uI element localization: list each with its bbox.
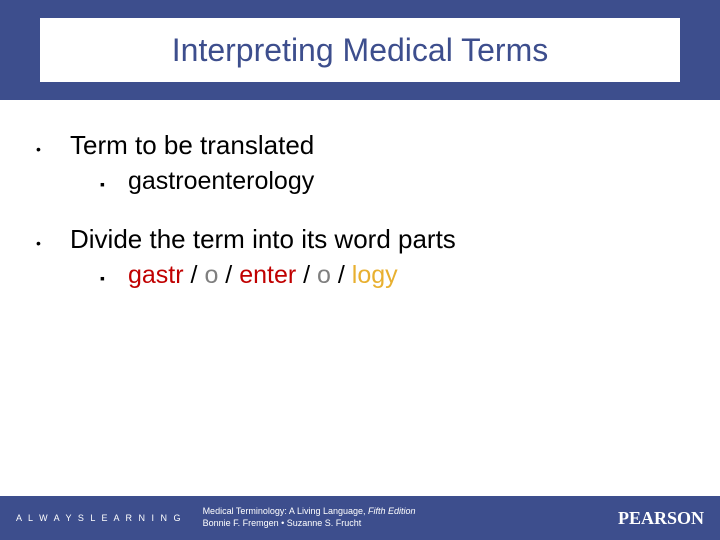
bullet-1-text: Term to be translated	[70, 130, 314, 161]
bullet-2: • Divide the term into its word parts	[36, 224, 686, 255]
wp-cv-1: o	[204, 261, 218, 289]
bullet-marker: •	[36, 235, 70, 251]
bullet-marker: •	[36, 141, 70, 157]
footer-citation: Medical Terminology: A Living Language, …	[203, 506, 618, 529]
title-band: Interpreting Medical Terms	[0, 0, 720, 100]
sub-marker: ▪	[100, 270, 128, 286]
footer-book-title: Medical Terminology: A Living Language,	[203, 506, 368, 516]
footer-edition: Fifth Edition	[368, 506, 416, 516]
wp-sep: /	[218, 261, 239, 289]
publisher-logo: PEARSON	[618, 508, 704, 529]
bullet-1-sub-text: gastroenterology	[128, 167, 314, 196]
footer-authors: Bonnie F. Fremgen • Suzanne S. Frucht	[203, 518, 362, 528]
sub-marker: ▪	[100, 176, 128, 192]
wp-suffix: logy	[352, 261, 398, 289]
footer-left-tagline: A L W A Y S L E A R N I N G	[16, 513, 183, 523]
content-area: • Term to be translated ▪ gastroenterolo…	[36, 130, 686, 318]
footer-bar: A L W A Y S L E A R N I N G Medical Term…	[0, 496, 720, 540]
wp-sep: /	[184, 261, 205, 289]
wp-sep: /	[331, 261, 352, 289]
wp-root-2: enter	[239, 261, 296, 289]
bullet-2-text: Divide the term into its word parts	[70, 224, 456, 255]
title-inner: Interpreting Medical Terms	[40, 18, 680, 82]
bullet-1-sub: ▪ gastroenterology	[100, 167, 686, 196]
wp-root-1: gastr	[128, 261, 184, 289]
wp-cv-2: o	[317, 261, 331, 289]
slide-title: Interpreting Medical Terms	[172, 32, 548, 69]
bullet-2-sub: ▪ gastr / o / enter / o / logy	[100, 261, 686, 290]
word-parts: gastr / o / enter / o / logy	[128, 261, 398, 290]
bullet-1: • Term to be translated	[36, 130, 686, 161]
wp-sep: /	[296, 261, 317, 289]
